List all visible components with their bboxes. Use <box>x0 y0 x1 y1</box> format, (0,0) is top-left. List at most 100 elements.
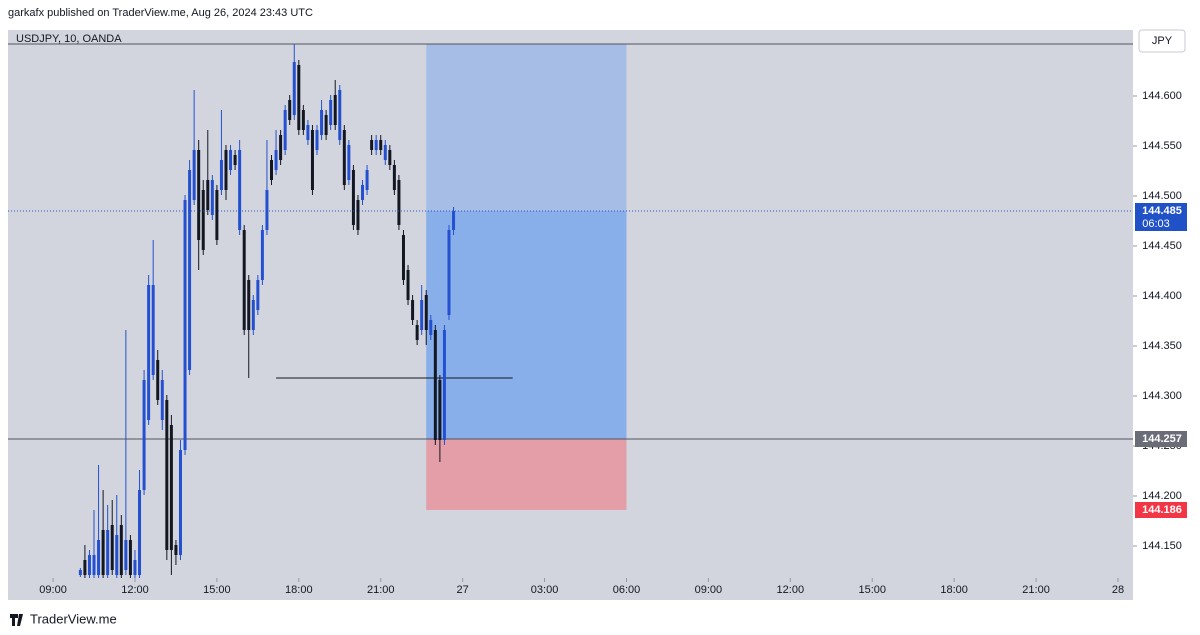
price-label-box <box>1135 431 1187 447</box>
candle-body <box>174 545 178 555</box>
candle-body <box>388 150 392 165</box>
candle-body <box>165 400 169 550</box>
candle-body <box>110 525 114 570</box>
y-tick-label: 144.450 <box>1142 240 1182 252</box>
candle-body <box>124 540 128 570</box>
candle-body <box>133 560 137 575</box>
y-tick-label: 144.350 <box>1142 340 1182 352</box>
position-stop-zone <box>426 439 627 510</box>
candle-body <box>238 150 242 230</box>
candle-body <box>447 230 451 315</box>
candle-body <box>274 150 278 170</box>
y-tick-label: 144.550 <box>1142 140 1182 152</box>
x-tick-label: 27 <box>457 584 469 596</box>
candle-body <box>270 160 274 180</box>
y-tick-label: 144.300 <box>1142 390 1182 402</box>
candle-body <box>178 450 182 555</box>
publisher-header: garkafx published on TraderView.me, Aug … <box>8 7 313 19</box>
y-tick-label: 144.200 <box>1142 490 1182 502</box>
candle-body <box>297 65 301 130</box>
candle-body <box>429 320 433 335</box>
candle-body <box>115 535 119 575</box>
currency-button[interactable] <box>1138 29 1186 53</box>
candle-body <box>365 170 369 190</box>
candle-body <box>106 530 110 575</box>
symbol-title: USDJPY, 10, OANDA <box>16 33 122 45</box>
x-tick-label: 06:00 <box>613 584 641 596</box>
candle-body <box>442 330 446 440</box>
candle-body <box>224 150 228 190</box>
x-tick-label: 18:00 <box>285 584 313 596</box>
candle-body <box>401 235 405 280</box>
candle-body <box>315 130 319 150</box>
candle-body <box>87 555 91 575</box>
x-tick-label: 15:00 <box>203 584 231 596</box>
candle-body <box>210 180 214 215</box>
candle-body <box>310 130 314 190</box>
candle-body <box>169 425 173 550</box>
plot-area <box>8 43 1133 578</box>
candle-body <box>229 150 233 170</box>
candle-body <box>251 300 255 330</box>
candle-body <box>351 170 355 225</box>
position-open-profit <box>426 211 627 439</box>
y-tick-label: 144.600 <box>1142 90 1182 102</box>
candle-body <box>92 555 96 575</box>
candle-body <box>160 380 164 420</box>
candle-body <box>83 560 87 575</box>
candle-body <box>247 280 251 330</box>
x-tick-label: 28 <box>1112 584 1124 596</box>
y-tick-label: 144.150 <box>1142 540 1182 552</box>
x-tick-label: 15:00 <box>858 584 886 596</box>
x-tick-label: 09:00 <box>39 584 67 596</box>
candle-body <box>138 490 142 575</box>
candle-body <box>356 200 360 230</box>
candle-body <box>415 325 419 340</box>
candle-body <box>147 285 151 420</box>
x-tick-label: 21:00 <box>367 584 395 596</box>
candle-body <box>301 110 305 130</box>
candle-body <box>265 190 269 230</box>
candle-body <box>288 100 292 120</box>
footer-brand: TraderView.me <box>30 611 117 626</box>
candle-body <box>242 230 246 330</box>
candle-body <box>256 280 260 310</box>
price-label: 144.485 <box>1142 205 1182 217</box>
candle-body <box>342 130 346 185</box>
candle-body <box>306 125 310 140</box>
x-tick-label: 18:00 <box>940 584 968 596</box>
price-label-box <box>1135 502 1187 518</box>
candle-body <box>392 165 396 190</box>
candle-body <box>411 300 415 320</box>
price-label: 144.257 <box>1142 433 1182 445</box>
candle-body <box>397 180 401 225</box>
candle-body <box>383 145 387 160</box>
price-label: 144.186 <box>1142 504 1182 516</box>
logo-mark <box>10 614 23 626</box>
candle-body <box>292 62 296 115</box>
candle-body <box>128 540 132 575</box>
candle-body <box>424 295 428 330</box>
footer-logo <box>10 614 23 626</box>
candle-body <box>347 145 351 180</box>
candle-body <box>361 185 365 200</box>
candle-body <box>283 110 287 150</box>
candle-body <box>374 140 378 150</box>
candle-body <box>142 380 146 490</box>
currency-label[interactable]: JPY <box>1152 35 1173 47</box>
candle-body <box>233 155 237 165</box>
candle-body <box>78 570 82 575</box>
x-tick-label: 09:00 <box>695 584 723 596</box>
price-label-box <box>1135 203 1187 231</box>
x-tick-label: 21:00 <box>1022 584 1050 596</box>
candle-body <box>260 230 264 280</box>
candle-body <box>406 270 410 300</box>
x-tick-label: 03:00 <box>531 584 559 596</box>
y-tick-label: 144.500 <box>1142 190 1182 202</box>
price-countdown: 06:03 <box>1142 218 1170 230</box>
candle-body <box>279 135 283 160</box>
candle-body <box>201 190 205 250</box>
candle-body <box>438 380 442 440</box>
candle-body <box>452 211 456 230</box>
